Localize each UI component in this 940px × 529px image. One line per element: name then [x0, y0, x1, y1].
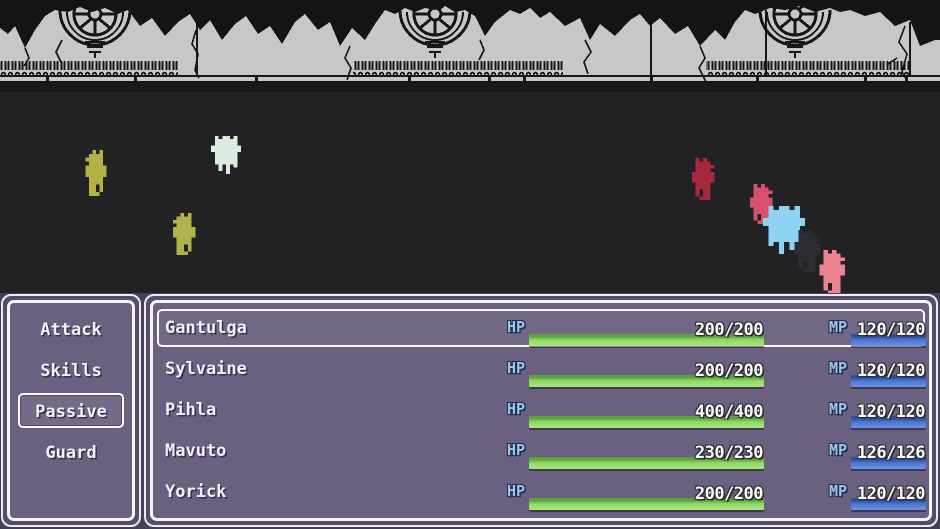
- hp-bar-track: [529, 375, 764, 387]
- party-list: Gantulga HP 200/200 MP 120/120: [157, 309, 926, 514]
- hp-gauge: HP 200/200: [507, 359, 764, 387]
- ally-sprite-crimson: [688, 158, 718, 200]
- mp-label: MP: [829, 441, 848, 459]
- party-row-yorick[interactable]: Yorick HP 200/200 MP 120/120: [159, 473, 926, 514]
- hp-value: 230/230: [694, 443, 764, 463]
- mp-label: MP: [829, 482, 848, 500]
- hp-bar-fill: [529, 457, 764, 469]
- hp-gauge: HP 230/230: [507, 441, 764, 469]
- hp-label: HP: [507, 318, 526, 336]
- mp-gauge: MP 120/120: [829, 482, 926, 510]
- hp-label: HP: [507, 400, 526, 418]
- menu-item-passive-label: Passive: [35, 401, 107, 422]
- mp-bar-track: [851, 416, 926, 428]
- mp-gauge: MP 120/120: [829, 318, 926, 346]
- party-row-pihla[interactable]: Pihla HP 400/400 MP 120/120: [159, 391, 926, 432]
- ally-sprite-salmon: [815, 250, 849, 294]
- hp-label: HP: [507, 441, 526, 459]
- dungeon-ceiling: [0, 0, 940, 88]
- ceiling-art: [0, 0, 940, 88]
- party-row-mavuto[interactable]: Mavuto HP 230/230 MP 126/126: [159, 432, 926, 473]
- hp-label: HP: [507, 482, 526, 500]
- battle-hud: Attack Skills Passive Guard Gantulga: [0, 293, 940, 529]
- mp-value: 126/126: [856, 443, 926, 463]
- party-status-window: Gantulga HP 200/200 MP 120/120: [144, 294, 938, 527]
- hp-bar-fill: [529, 498, 764, 510]
- command-menu: Attack Skills Passive Guard: [18, 309, 124, 473]
- party-member-name: Yorick: [165, 482, 227, 502]
- mp-bar-fill: [851, 375, 926, 387]
- menu-item-passive[interactable]: Passive: [18, 391, 124, 432]
- hp-value: 200/200: [694, 320, 764, 340]
- hp-value: 200/200: [694, 361, 764, 381]
- menu-item-attack[interactable]: Attack: [18, 309, 124, 350]
- mp-bar-fill: [851, 334, 926, 346]
- menu-item-skills[interactable]: Skills: [18, 350, 124, 391]
- enemy-sprite-white-ghost[interactable]: [211, 136, 241, 174]
- mp-value: 120/120: [856, 402, 926, 422]
- command-window: Attack Skills Passive Guard: [1, 294, 141, 527]
- hp-bar-track: [529, 498, 764, 510]
- party-member-name: Pihla: [165, 400, 217, 420]
- hp-bar-track: [529, 457, 764, 469]
- menu-item-attack-label: Attack: [40, 319, 102, 340]
- menu-item-skills-label: Skills: [40, 360, 102, 381]
- mp-label: MP: [829, 318, 848, 336]
- battlefield: [0, 88, 940, 293]
- menu-item-guard[interactable]: Guard: [18, 432, 124, 473]
- mp-bar-track: [851, 498, 926, 510]
- hp-gauge: HP 400/400: [507, 400, 764, 428]
- hp-gauge: HP 200/200: [507, 318, 764, 346]
- hp-label: HP: [507, 359, 526, 377]
- mp-label: MP: [829, 359, 848, 377]
- enemy-sprite-olive-mage[interactable]: [169, 213, 199, 255]
- hp-bar-track: [529, 334, 764, 346]
- party-member-name: Gantulga: [165, 318, 247, 338]
- party-status-window-inner: Gantulga HP 200/200 MP 120/120: [150, 300, 932, 521]
- hp-value: 400/400: [694, 402, 764, 422]
- command-window-inner: Attack Skills Passive Guard: [7, 300, 135, 521]
- menu-item-guard-label: Guard: [45, 442, 97, 463]
- hp-gauge: HP 200/200: [507, 482, 764, 510]
- mp-bar-track: [851, 457, 926, 469]
- mp-label: MP: [829, 400, 848, 418]
- mp-value: 120/120: [856, 361, 926, 381]
- party-row-gantulga[interactable]: Gantulga HP 200/200 MP 120/120: [157, 309, 926, 350]
- mp-gauge: MP 120/120: [829, 400, 926, 428]
- mp-bar-fill: [851, 498, 926, 510]
- hp-value: 200/200: [694, 484, 764, 504]
- party-row-sylvaine[interactable]: Sylvaine HP 200/200 MP 120/120: [159, 350, 926, 391]
- hp-bar-track: [529, 416, 764, 428]
- mp-bar-track: [851, 334, 926, 346]
- hp-bar-fill: [529, 375, 764, 387]
- hp-bar-fill: [529, 334, 764, 346]
- party-member-name: Sylvaine: [165, 359, 247, 379]
- mp-gauge: MP 120/120: [829, 359, 926, 387]
- party-member-name: Mavuto: [165, 441, 227, 461]
- mp-bar-fill: [851, 416, 926, 428]
- mp-gauge: MP 126/126: [829, 441, 926, 469]
- mp-value: 120/120: [856, 484, 926, 504]
- mp-value: 120/120: [856, 320, 926, 340]
- mp-bar-fill: [851, 457, 926, 469]
- mp-bar-track: [851, 375, 926, 387]
- enemy-sprite-olive-zombie[interactable]: [82, 150, 110, 196]
- hp-bar-fill: [529, 416, 764, 428]
